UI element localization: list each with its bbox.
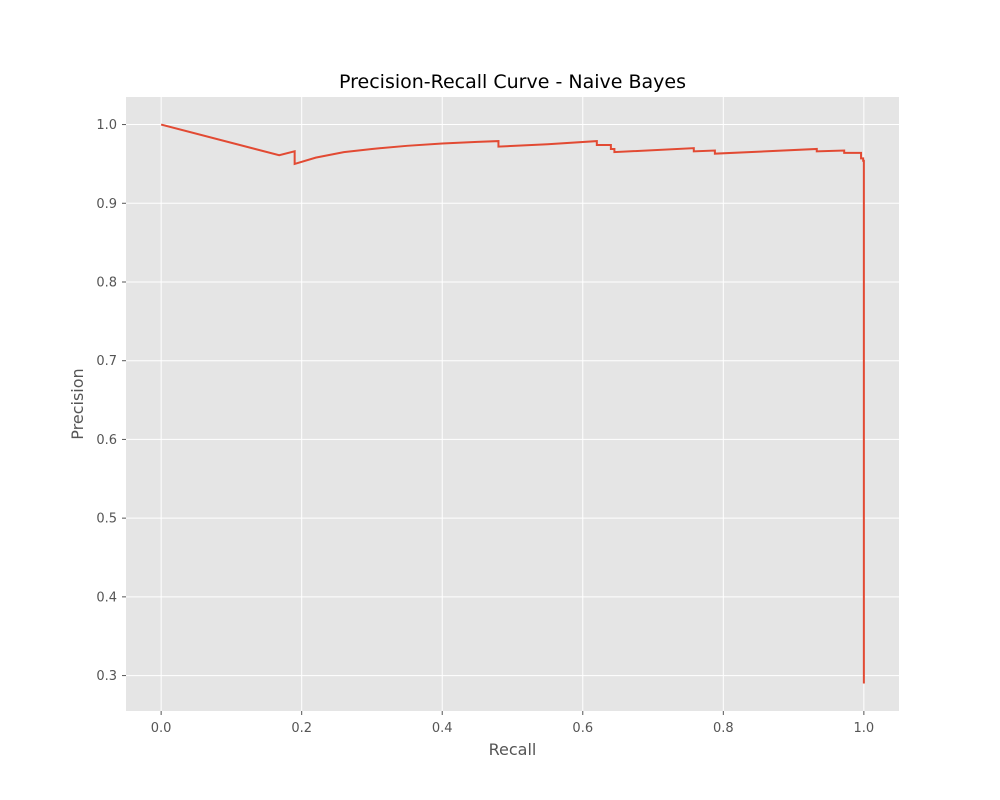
x-tick-label: 0.6 (572, 721, 593, 736)
x-tick-label: 0.0 (151, 721, 172, 736)
plot-area (126, 97, 899, 711)
x-tick-label: 0.4 (432, 721, 453, 736)
y-tick-label: 0.5 (96, 512, 117, 527)
x-tick-label: 0.8 (713, 721, 734, 736)
y-tick-label: 0.3 (96, 669, 117, 684)
pr-curve-line (160, 123, 865, 684)
y-axis-label: Precision (68, 368, 87, 439)
series-group (160, 123, 865, 684)
y-tick-label: 0.9 (96, 197, 117, 212)
axis-ticks: 0.0 0.2 0.4 0.6 0.8 1.0 0.3 0.4 0.5 0.6 0.7 0.8 0.9 1… (96, 118, 874, 736)
grid-lines (126, 97, 899, 711)
y-tick-label: 0.7 (96, 354, 117, 369)
y-tick-label: 0.8 (96, 275, 117, 290)
y-tick-label: 1.0 (96, 118, 117, 133)
y-tick-label: 0.6 (96, 433, 117, 448)
y-tick-label: 0.4 (96, 590, 117, 605)
x-tick-label: 0.2 (291, 721, 312, 736)
chart-title: Precision-Recall Curve - Naive Bayes (339, 71, 686, 93)
x-axis-label: Recall (489, 740, 537, 759)
x-tick-label: 1.0 (854, 721, 875, 736)
